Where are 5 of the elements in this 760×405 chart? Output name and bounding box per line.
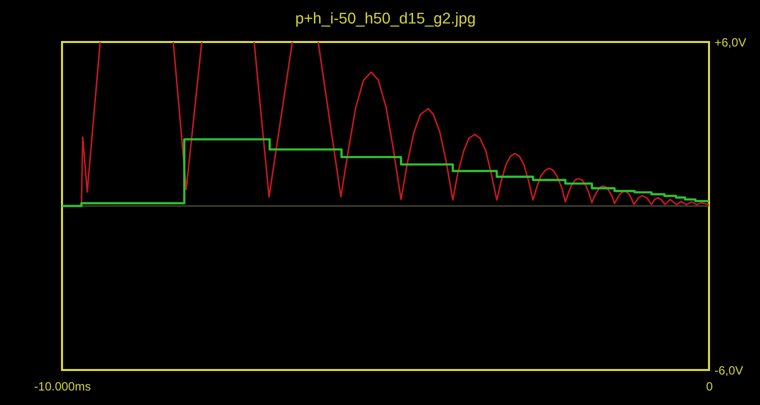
y-tick-label: -6,0V <box>714 364 744 378</box>
y-tick-label: +6,0V <box>714 36 746 50</box>
x-tick-label: -10.000ms <box>34 380 91 394</box>
chart-title: p+h_i-50_h50_d15_g2.jpg <box>295 10 476 28</box>
x-tick-label: 0 <box>706 380 714 394</box>
